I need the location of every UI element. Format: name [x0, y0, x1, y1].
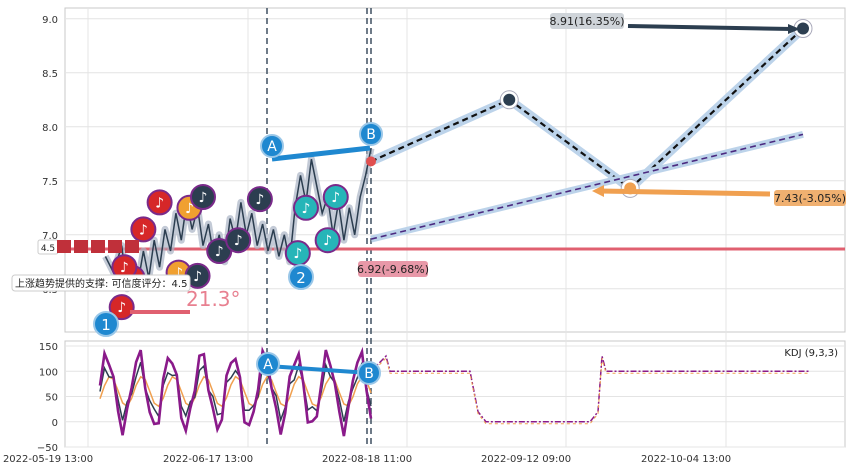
- indicator-y-tick-label: 150: [39, 342, 58, 353]
- music-marker-glyph: ♪: [293, 246, 302, 262]
- support-info-label: 上涨趋势提供的支撑: 可信度评分：4.5: [15, 277, 187, 290]
- music-marker: [314, 227, 341, 254]
- music-marker-glyph: ♪: [155, 195, 164, 211]
- support-score-label: 4.5: [41, 244, 55, 254]
- music-marker: [108, 294, 135, 321]
- music-marker-glyph: ♪: [117, 300, 126, 316]
- wave-1-badge: 1: [93, 311, 119, 337]
- kdj-j-line: [98, 346, 373, 437]
- indicator-y-ticks: 150 100 50 0 −50: [37, 342, 58, 454]
- music-marker-glyph: ♪: [255, 192, 264, 208]
- trend-line: [370, 133, 804, 240]
- date-tick-label: 2022-08-18 11:00: [322, 454, 412, 465]
- support-score-stamps: [57, 240, 139, 253]
- price-y-tick-label: 9.0: [42, 15, 58, 26]
- indicator-y-tick-label: 0: [52, 418, 58, 429]
- point-a-badge: A: [260, 134, 284, 158]
- support-price-annotation: 6.92(-9.68%): [357, 261, 429, 277]
- music-marker-glyph: ♪: [185, 201, 194, 217]
- support-info-annotation: 上涨趋势提供的支撑: 可信度评分：4.5: [11, 274, 191, 292]
- indicator-y-tick-label: 100: [39, 367, 58, 378]
- kdj-forecast-line-d: [370, 357, 810, 425]
- music-marker-glyph: ♪: [234, 233, 243, 249]
- date-tick-label: 2022-06-17 13:00: [163, 454, 253, 465]
- music-marker-glyph: ♪: [323, 233, 332, 249]
- point-b-badge: B: [359, 122, 383, 146]
- point-b-label: B: [366, 127, 376, 143]
- ind-point-a-badge: A: [256, 352, 280, 376]
- music-marker: [130, 216, 157, 243]
- forecast-point: [797, 22, 809, 35]
- wave-1-label: 1: [101, 316, 111, 334]
- music-marker: [246, 186, 273, 213]
- music-marker-glyph: ♪: [174, 266, 183, 282]
- ab-line-indicator: [267, 364, 370, 375]
- forecast-start-point: [366, 156, 376, 167]
- wave-2-label: 2: [296, 269, 306, 287]
- indicator-y-tick-label: 50: [45, 393, 58, 404]
- support-score-annotation: 4.5: [37, 239, 139, 255]
- date-ticks: 2022-05-19 13:00 2022-06-17 13:00 2022-08-…: [3, 454, 731, 465]
- mid-target-annotation: 7.43(-3.05%): [592, 185, 846, 206]
- music-marker: [292, 194, 319, 221]
- price-y-tick-label: 7.5: [42, 177, 58, 188]
- price-y-tick-label: 8.0: [42, 123, 58, 134]
- date-tick-label: 2022-09-12 09:00: [481, 454, 571, 465]
- music-marker-glyph: ♪: [199, 190, 208, 206]
- date-tick-label: 2022-05-19 13:00: [3, 454, 93, 465]
- music-marker: [225, 227, 252, 254]
- price-y-tick-label: 8.5: [42, 69, 58, 80]
- top-target-annotation: 8.91(16.35%): [549, 13, 800, 34]
- forecast-point: [503, 93, 516, 106]
- ind-point-b-badge: B: [357, 361, 381, 385]
- kdj-layer: [98, 346, 810, 437]
- top-target-label: 8.91(16.35%): [549, 15, 624, 28]
- ind-point-b-label: B: [364, 366, 374, 382]
- price-y-tick-label: 7.0: [42, 231, 58, 242]
- angle-label: 21.3°: [186, 287, 241, 311]
- ab-line-price: [271, 145, 371, 162]
- music-marker: [189, 184, 216, 210]
- indicator-y-tick-label: −50: [37, 443, 58, 454]
- mid-target-label: 7.43(-3.05%): [774, 192, 846, 205]
- music-marker-glyph: ♪: [301, 201, 310, 217]
- wave-2-badge: 2: [288, 264, 314, 290]
- grid: [65, 8, 845, 448]
- music-marker: [146, 189, 173, 216]
- ind-point-a-label: A: [263, 357, 273, 373]
- support-price-label: 6.92(-9.68%): [357, 263, 429, 276]
- music-marker-glyph: ♪: [120, 260, 129, 276]
- kdj-forecast-line: [370, 354, 810, 423]
- forecast-line: [370, 27, 804, 190]
- music-marker-glyph: ♪: [215, 244, 224, 260]
- point-a-label: A: [267, 139, 277, 155]
- music-marker: [322, 184, 349, 210]
- music-marker-glyph: ♪: [193, 269, 202, 285]
- kdj-legend: KDJ (9,3,3): [784, 348, 838, 359]
- date-tick-label: 2022-10-04 13:00: [641, 454, 731, 465]
- music-marker-glyph: ♪: [331, 190, 340, 206]
- music-marker-glyph: ♪: [139, 222, 148, 238]
